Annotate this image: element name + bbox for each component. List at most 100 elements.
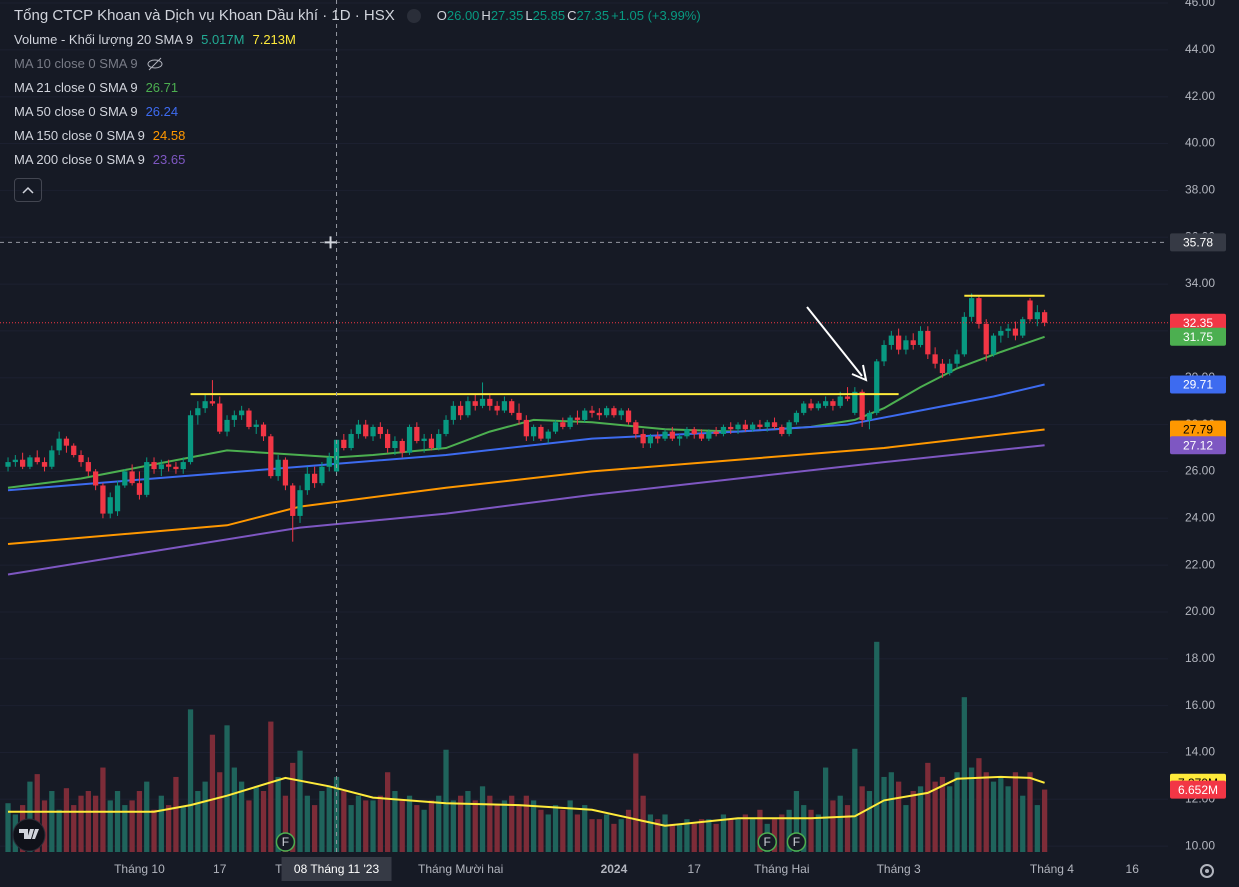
indicator-row[interactable]: MA 10 close 0 SMA 9 [14, 52, 709, 76]
candle-body [144, 462, 150, 495]
volume-bar [34, 774, 40, 852]
ohlc-key: O [436, 8, 447, 23]
indicator-line [7, 428, 1045, 545]
indicator-row[interactable]: Volume - Khối lượng 20 SMA 9 5.017M 7.213M [14, 28, 709, 52]
candle-body [406, 426, 413, 453]
indicator-legend: Volume - Khối lượng 20 SMA 9 5.017M 7.213M… [14, 28, 709, 172]
volume-bar [173, 776, 179, 852]
volume-bar [961, 697, 967, 852]
candle-body [779, 426, 785, 434]
volume-bar [180, 806, 186, 852]
volume-bar [881, 776, 887, 852]
event-marker[interactable] [757, 832, 777, 852]
x-tick-label: 17 [688, 862, 702, 876]
event-marker[interactable] [786, 832, 807, 852]
y-tick-label: 40.00 [1185, 136, 1215, 150]
candle-body [494, 405, 500, 411]
eye-slash [148, 57, 161, 71]
candle-body [202, 401, 208, 409]
volume-bar [122, 805, 128, 852]
candle-body [180, 462, 186, 470]
volume-bar [224, 725, 230, 852]
candle-body [319, 466, 325, 484]
volume-bar [750, 819, 756, 852]
x-tick-label: Tháng 4 [1030, 862, 1074, 876]
candle-body [596, 412, 602, 416]
settings-button[interactable] [1200, 864, 1214, 878]
volume-bar [187, 709, 194, 852]
candle-body [217, 403, 223, 432]
volume-bar [815, 814, 821, 852]
visibility-toggle[interactable] [406, 9, 421, 23]
settings-gear-center [1205, 869, 1209, 873]
indicator-row[interactable]: MA 200 close 0 SMA 9 23.65 [14, 148, 709, 172]
volume-bar [5, 803, 11, 852]
volume-bar [793, 791, 800, 852]
volume-bar [341, 791, 347, 852]
volume-bar [896, 781, 902, 852]
candle-body [567, 417, 573, 427]
collapse-legend-button[interactable] [14, 178, 42, 202]
indicator-row[interactable]: MA 50 close 0 SMA 9 26.24 [14, 100, 709, 124]
candle-body [793, 412, 800, 423]
indicator-row[interactable]: MA 21 close 0 SMA 9 26.71 [14, 76, 709, 100]
price-label-box [1170, 780, 1226, 799]
crosshair-date-box [281, 857, 392, 881]
volume-bar [27, 781, 33, 852]
volume-bar [392, 791, 398, 852]
volume-bar [246, 800, 252, 852]
volume-bar [1027, 772, 1033, 852]
y-tick-label: 22.00 [1185, 557, 1215, 571]
ohlc-value: 25.85 [532, 8, 566, 23]
volume-bar [662, 814, 668, 852]
candle-body [837, 396, 843, 406]
candle-body [268, 436, 274, 477]
volume-bar [129, 800, 135, 852]
candle-body [231, 415, 237, 420]
candle-body [698, 433, 705, 439]
volume-bar [640, 795, 646, 852]
candle-body [479, 398, 486, 406]
volume-bar [874, 641, 880, 852]
candle-body [173, 466, 179, 470]
candle-body [917, 330, 924, 345]
candle-body [85, 462, 91, 472]
candle-body [801, 403, 807, 413]
volume-bar [93, 795, 99, 852]
price-label: 31.75 [1183, 330, 1213, 344]
y-tick-label: 44.00 [1185, 42, 1215, 56]
candle-body [757, 424, 763, 427]
volume-bar [516, 805, 522, 852]
candle-body [961, 316, 967, 355]
volume-bar [195, 791, 201, 852]
x-tick-label: Tháng 10 [114, 862, 165, 876]
ohlc-key: C [567, 8, 577, 23]
y-tick-label: 10.00 [1185, 838, 1215, 852]
candle-body [939, 363, 946, 374]
candle-body [71, 445, 77, 456]
volume-bar [443, 749, 449, 852]
volume-bar [720, 814, 727, 852]
candle-body [866, 412, 873, 420]
candle-body [282, 459, 289, 486]
ohlc-key: H [481, 8, 491, 23]
candle-body [684, 429, 690, 437]
settings-gear[interactable] [1200, 864, 1214, 878]
price-label-box [1170, 327, 1226, 346]
candle-body [166, 464, 172, 467]
candle-body [253, 424, 259, 427]
hidden-icon[interactable] [146, 57, 164, 71]
candle-body [63, 438, 70, 446]
event-marker[interactable] [275, 832, 296, 852]
volume-bar [450, 800, 456, 852]
indicator-name: MA 200 close 0 SMA 9 [14, 152, 145, 167]
candle-body [239, 410, 245, 416]
y-tick-label: 38.00 [1185, 183, 1215, 197]
volume-bar [333, 776, 340, 852]
volume-bar [990, 781, 997, 852]
candle-body [808, 403, 814, 409]
crosshair-price-label: 35.78 [1183, 236, 1213, 250]
event-label: F [793, 835, 800, 849]
indicator-row[interactable]: MA 150 close 0 SMA 9 24.58 [14, 124, 709, 148]
